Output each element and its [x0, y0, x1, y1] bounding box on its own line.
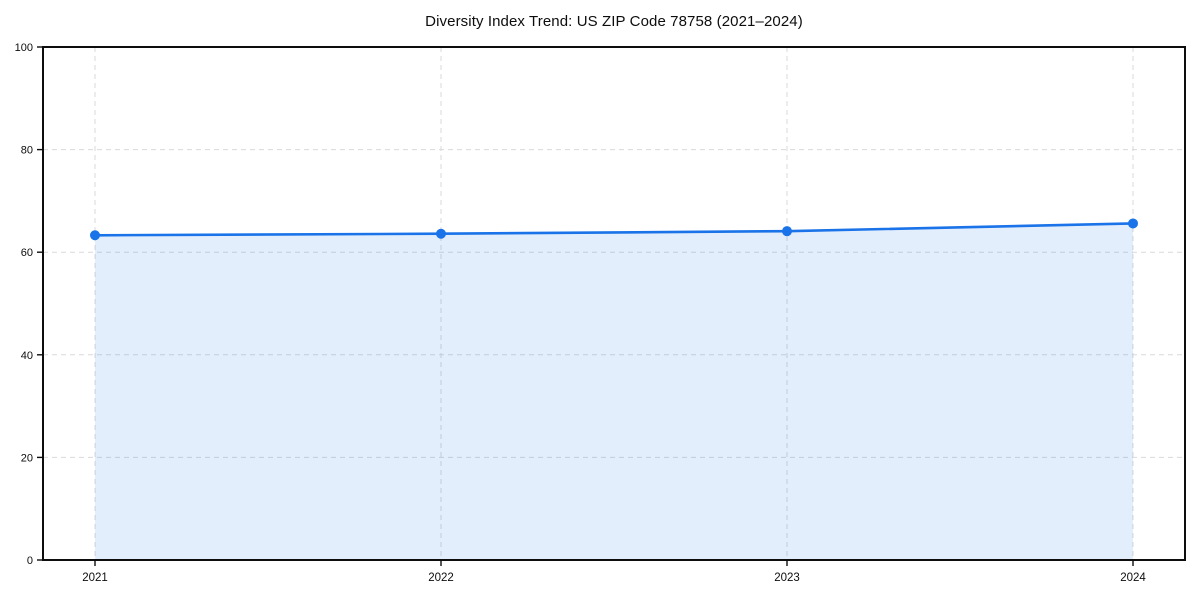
x-tick-label-2021: 2021	[82, 572, 108, 584]
data-point-2021	[90, 230, 100, 241]
x-tick-label-2024: 2024	[1120, 572, 1146, 584]
y-tick-label-20: 20	[21, 452, 33, 464]
y-tick-label-100: 100	[15, 42, 33, 54]
data-point-2024	[1128, 218, 1138, 229]
data-point-2022	[436, 228, 446, 239]
area-fill	[95, 223, 1133, 561]
x-tick-label-2022: 2022	[428, 572, 454, 584]
y-tick-label-60: 60	[21, 247, 33, 259]
plot-border	[42, 46, 1186, 561]
trend-line	[93, 222, 1135, 237]
chart-title: Diversity Index Trend: US ZIP Code 78758…	[425, 13, 803, 30]
y-tick-label-40: 40	[21, 350, 33, 362]
y-tick-label-0: 0	[27, 555, 33, 567]
x-tick-label-2023: 2023	[774, 572, 800, 584]
y-tick-label-80: 80	[21, 145, 33, 157]
data-point-2023	[782, 226, 792, 237]
